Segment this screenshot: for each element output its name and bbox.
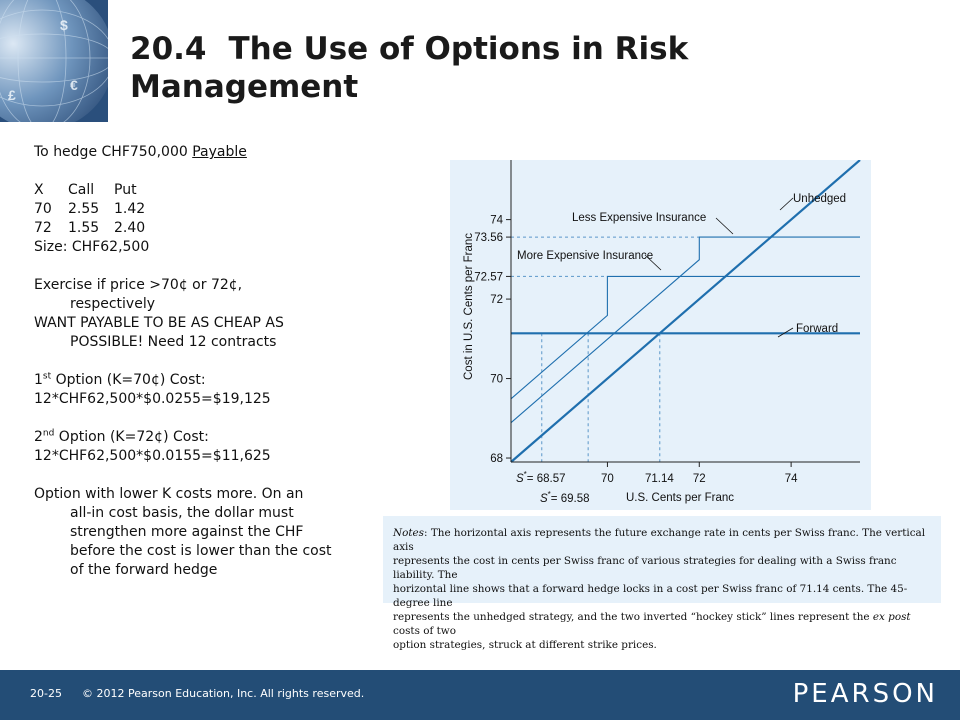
options-table-row: 70 2.55 1.42 xyxy=(34,200,379,219)
notes-line: : The horizontal axis represents the fut… xyxy=(393,527,926,553)
notes-line: option strategies, struck at different s… xyxy=(393,639,657,651)
s-symbol: S xyxy=(540,493,548,505)
row1-put: 1.42 xyxy=(114,201,146,217)
svg-text:£: £ xyxy=(8,87,16,103)
copyright-text: © 2012 Pearson Education, Inc. All right… xyxy=(82,687,365,700)
chart-notes: Notes: The horizontal axis represents th… xyxy=(383,516,941,651)
y-tick-label: 68 xyxy=(490,453,503,465)
row1-call: 2.55 xyxy=(68,201,100,217)
y-tick-label: 72 xyxy=(490,294,503,306)
hedging-chart-svg: 68 70 72 72.57 73.56 74 70 72 74 Cost in U.S. Ce… xyxy=(463,159,861,505)
ordinal-suffix: nd xyxy=(42,428,55,439)
y-tick-label: 72.57 xyxy=(474,271,503,283)
header-call: Call xyxy=(68,182,95,198)
want-line: WANT PAYABLE TO BE AS CHEAP AS xyxy=(34,315,284,331)
ordinal: 1 xyxy=(34,372,43,388)
svg-text:$: $ xyxy=(60,17,68,33)
payable-underlined: Payable xyxy=(192,144,247,160)
pearson-logo: PEARSON xyxy=(792,679,938,709)
unhedged-arrow xyxy=(779,197,794,211)
x-axis-label: U.S. Cents per Franc xyxy=(626,492,734,504)
header-x: X xyxy=(34,182,44,198)
less-expensive-label: Less Expensive Insurance xyxy=(572,212,706,224)
more-expensive-arrow xyxy=(644,254,662,271)
svg-text:€: € xyxy=(70,77,78,93)
x-tick-label: 72 xyxy=(693,473,706,485)
hedge-goal-line: To hedge CHF750,000 Payable xyxy=(34,143,379,162)
y-tick-label: 73.56 xyxy=(474,232,503,244)
ex-post-term: ex post xyxy=(872,611,911,623)
notes-line: costs of two xyxy=(393,625,456,637)
row2-put: 2.40 xyxy=(114,220,146,236)
options-table-row: 72 1.55 2.40 xyxy=(34,219,379,238)
first-option-calc: 12*CHF62,500*$0.0255=$19,125 xyxy=(34,391,271,407)
exercise-line-cont: respectively xyxy=(70,296,156,312)
notes-label: Notes xyxy=(393,527,425,539)
conclusion-line: of the forward hedge xyxy=(70,562,218,578)
header-put: Put xyxy=(114,182,137,198)
slide-number: 20-25 xyxy=(30,687,62,700)
unhedged-line xyxy=(510,159,861,463)
less-expensive-arrow xyxy=(715,217,734,235)
unhedged-label: Unhedged xyxy=(793,193,846,205)
option-desc: Option (K=72¢) Cost: xyxy=(54,429,209,445)
notes-line: represents the unhedged strategy, and th… xyxy=(393,611,873,623)
more-expensive-insurance-line xyxy=(510,275,860,400)
y-axis-label: Cost in U.S. Cents per Franc xyxy=(463,233,475,380)
y-tick-label: 70 xyxy=(490,374,503,386)
slide-title: 20.4 The Use of Options in Risk Managemen… xyxy=(130,30,830,106)
row2-strike: 72 xyxy=(34,220,52,236)
s-star-1-label: S*= 68.57 xyxy=(516,470,566,485)
want-line-cont: POSSIBLE! Need 12 contracts xyxy=(70,334,277,350)
hedge-explanation: To hedge CHF750,000 Payable X Call Put 70 2… xyxy=(34,143,379,580)
row1-strike: 70 xyxy=(34,201,52,217)
s-star-1-value: = 68.57 xyxy=(527,473,566,485)
hedge-goal-text: To hedge CHF750,000 xyxy=(34,144,193,160)
hedging-chart: 68 70 72 72.57 73.56 74 70 72 74 Cost in U.S. Ce… xyxy=(450,159,871,510)
s-star-2-value: = 69.58 xyxy=(551,493,590,505)
conclusion-line: before the cost is lower than the cost xyxy=(70,543,332,559)
ordinal: 2 xyxy=(34,429,43,445)
y-tick-label: 74 xyxy=(490,215,503,227)
footer-bar: 20-25 © 2012 Pearson Education, Inc. All… xyxy=(0,670,960,720)
title-text: The Use of Options in Risk Management xyxy=(130,31,689,105)
exercise-line: Exercise if price >70¢ or 72¢, xyxy=(34,277,243,293)
ordinal-suffix: st xyxy=(42,371,52,382)
s-star-2-label: S*= 69.58 xyxy=(540,490,590,505)
globe-decoration-image: £ $ € xyxy=(0,0,108,122)
option-desc: Option (K=70¢) Cost: xyxy=(51,372,206,388)
notes-line: represents the cost in cents per Swiss f… xyxy=(393,555,897,581)
options-table-header: X Call Put xyxy=(34,181,379,200)
s-symbol: S xyxy=(516,473,524,485)
first-option-heading: 1st Option (K=70¢) Cost: xyxy=(34,371,379,390)
conclusion-line: all-in cost basis, the dollar must xyxy=(70,505,294,521)
second-option-calc: 12*CHF62,500*$0.0155=$11,625 xyxy=(34,448,271,464)
row2-call: 1.55 xyxy=(68,220,100,236)
conclusion-line: strengthen more against the CHF xyxy=(70,524,304,540)
notes-line: horizontal line shows that a forward hed… xyxy=(393,583,908,609)
more-expensive-label: More Expensive Insurance xyxy=(517,250,653,262)
x-tick-label: 70 xyxy=(601,473,614,485)
second-option-heading: 2nd Option (K=72¢) Cost: xyxy=(34,428,379,447)
contract-size: Size: CHF62,500 xyxy=(34,239,150,255)
less-expensive-insurance-line xyxy=(510,236,860,424)
x-tick-label: 74 xyxy=(785,473,798,485)
section-number: 20.4 xyxy=(130,31,207,67)
conclusion-line: Option with lower K costs more. On an xyxy=(34,486,304,502)
breakeven-label: 71.14 xyxy=(645,473,674,485)
forward-arrow xyxy=(777,327,794,338)
forward-label: Forward xyxy=(796,323,838,335)
